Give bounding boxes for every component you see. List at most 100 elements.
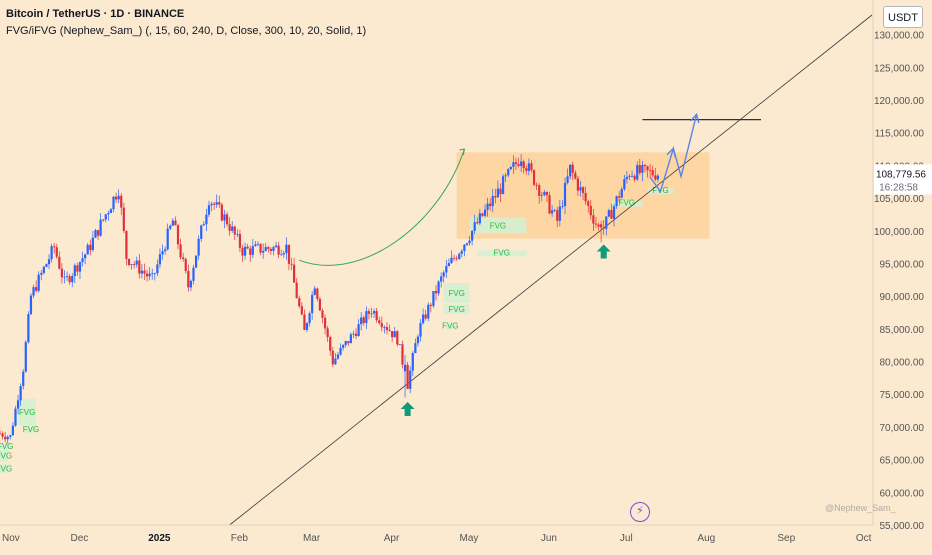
candle-body <box>55 247 58 257</box>
price-tick-label: 70,000.00 <box>880 423 925 434</box>
candle-body <box>86 244 89 255</box>
candle-body <box>339 347 342 355</box>
price-tick-label: 55,000.00 <box>880 521 925 532</box>
candle-body <box>117 195 120 200</box>
candle-body <box>476 222 479 224</box>
candle-body <box>646 166 649 171</box>
candle-body <box>37 274 40 291</box>
candle-body <box>287 244 291 264</box>
candle-body <box>514 162 518 165</box>
candle-body <box>213 203 216 205</box>
candle-body <box>556 210 559 221</box>
price-tick-label: 100,000.00 <box>874 227 924 238</box>
candle-body <box>114 196 118 200</box>
candle-body <box>197 238 200 256</box>
candle-body <box>267 247 270 249</box>
candle-body <box>130 264 133 265</box>
fvg-label: FVG <box>0 464 12 473</box>
ascending-trendline <box>229 14 873 526</box>
time-tick-label: 2025 <box>148 533 171 544</box>
candle-body <box>300 306 303 315</box>
lightning-icon[interactable]: ⚡ <box>630 502 650 522</box>
candle-body <box>251 246 254 255</box>
candle-body <box>16 400 20 409</box>
candle-body <box>579 187 582 191</box>
candle-body <box>112 196 115 210</box>
candle-body <box>360 317 363 325</box>
currency-button[interactable]: USDT <box>883 6 923 28</box>
candle-body <box>352 333 355 335</box>
candle-body <box>393 331 396 338</box>
candle-body <box>96 230 100 236</box>
candle-body <box>553 210 556 211</box>
candle-body <box>9 435 12 437</box>
time-tick-label: Dec <box>70 533 88 544</box>
fvg-label: FVG <box>619 199 635 208</box>
candle-body <box>525 168 528 171</box>
candle-body <box>182 257 185 259</box>
candle-body <box>656 175 659 180</box>
candle-body <box>592 215 595 224</box>
candle-body <box>187 271 190 288</box>
candle-body <box>455 258 458 260</box>
candle-body <box>11 425 14 436</box>
projected-curve-arrow <box>299 148 465 266</box>
candle-body <box>50 246 53 260</box>
candle-body <box>27 314 30 343</box>
candle-body <box>145 273 149 277</box>
candle-body <box>40 272 43 275</box>
candle-body <box>84 254 87 259</box>
candle-body <box>29 295 33 315</box>
candle-body <box>527 163 530 171</box>
candle-body <box>194 255 198 268</box>
fvg-zone <box>477 250 527 257</box>
projection-arrowhead <box>666 146 676 158</box>
candle-body <box>293 264 296 283</box>
candle-body <box>122 207 125 231</box>
candle-body <box>509 166 512 170</box>
candle-body <box>563 182 567 207</box>
candle-body <box>58 256 61 269</box>
candle-body <box>205 214 208 225</box>
chart-title[interactable]: Bitcoin / TetherUS · 1D · BINANCE <box>6 8 185 20</box>
candle-body <box>305 323 309 330</box>
time-tick-label: Oct <box>856 533 872 544</box>
candle-body <box>42 266 45 273</box>
projection-arrowhead <box>689 112 700 124</box>
candle-body <box>47 259 51 265</box>
candle-body <box>161 251 164 255</box>
candle-body <box>94 230 97 238</box>
candle-body <box>416 336 420 344</box>
candle-body <box>610 210 613 219</box>
candle-body <box>0 433 2 435</box>
candle-body <box>636 165 639 180</box>
price-tick-label: 65,000.00 <box>880 456 925 467</box>
candle-body <box>447 263 450 267</box>
candle-body <box>19 386 22 401</box>
candle-body <box>228 224 231 231</box>
candle-body <box>89 244 92 251</box>
bar-countdown-label: 16:28:58 <box>879 182 918 193</box>
candle-body <box>22 371 25 387</box>
candles <box>0 154 659 444</box>
candle-body <box>651 170 654 176</box>
candle-body <box>561 206 564 207</box>
fvg-zone <box>0 449 8 462</box>
price-tick-label: 95,000.00 <box>880 259 925 270</box>
candle-body <box>615 196 618 207</box>
current-price-label: 108,779.56 <box>876 169 926 180</box>
candle-body <box>548 195 551 214</box>
candle-body <box>166 228 169 250</box>
candle-body <box>4 436 7 440</box>
candle-body <box>594 223 598 225</box>
candle-body <box>91 237 94 251</box>
indicator-legend[interactable]: FVG/iFVG (Nephew_Sam_) (, 15, 60, 240, D… <box>6 25 367 37</box>
candle-body <box>272 247 275 251</box>
candle-body <box>215 202 218 205</box>
candle-body <box>164 249 167 252</box>
candle-body <box>329 337 332 351</box>
candle-body <box>14 408 17 426</box>
